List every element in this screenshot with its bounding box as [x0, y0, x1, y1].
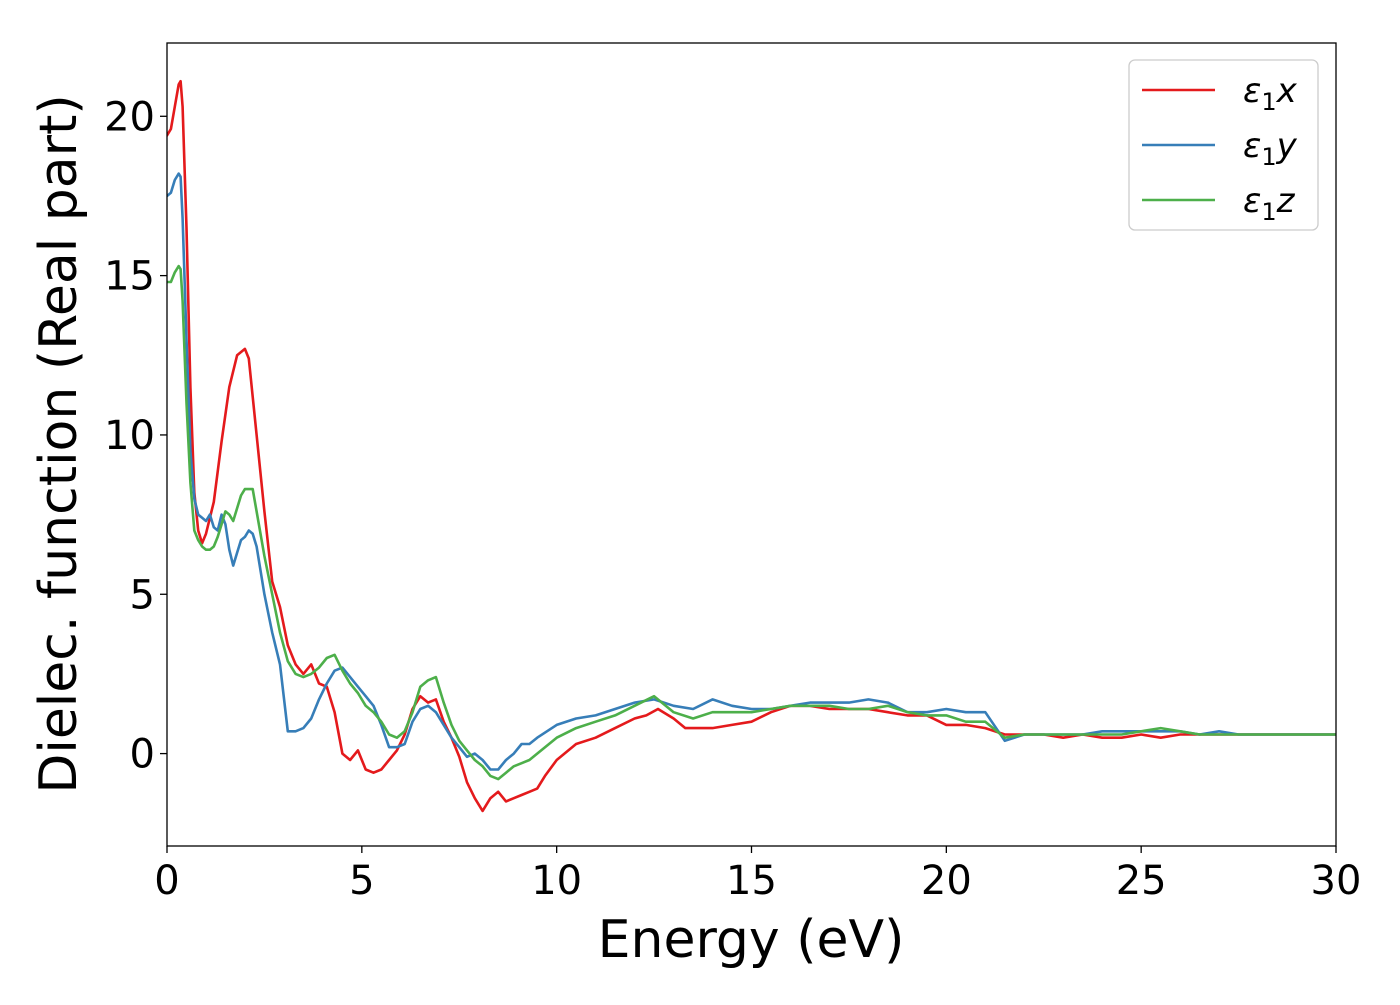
- series-layer: [167, 79, 1336, 813]
- y-axis-ticks: 0 5 10 15 20: [104, 94, 167, 778]
- x-tick-label: 15: [726, 858, 777, 904]
- x-tick-label: 30: [1311, 858, 1362, 904]
- y-tick-label: 20: [104, 94, 155, 140]
- x-tick-label: 0: [154, 858, 179, 904]
- series-line-z: [167, 264, 1336, 781]
- legend-label-x: ε1x: [1243, 71, 1298, 116]
- x-tick-label: 5: [349, 858, 374, 904]
- legend: ε1x ε1y ε1z: [1128, 59, 1319, 231]
- x-tick-label: 20: [921, 858, 972, 904]
- y-tick-label: 5: [130, 572, 155, 618]
- x-tick-label: 25: [1116, 858, 1167, 904]
- series-line-y: [167, 172, 1336, 771]
- series-line-x: [167, 79, 1336, 813]
- y-tick-label: 0: [130, 732, 155, 778]
- x-axis-label: Energy (eV): [598, 910, 905, 970]
- y-axis-label: Dielec. function (Real part): [29, 94, 89, 793]
- y-tick-label: 10: [104, 413, 155, 459]
- y-tick-label: 15: [104, 254, 155, 300]
- x-axis-ticks: 0 5 10 15 20 25 30: [154, 846, 1361, 904]
- legend-box: [1128, 59, 1319, 231]
- legend-label-z: ε1z: [1243, 181, 1296, 226]
- legend-items: ε1x ε1y ε1z: [1142, 71, 1298, 226]
- x-tick-label: 10: [531, 858, 582, 904]
- legend-label-y: ε1y: [1243, 126, 1298, 171]
